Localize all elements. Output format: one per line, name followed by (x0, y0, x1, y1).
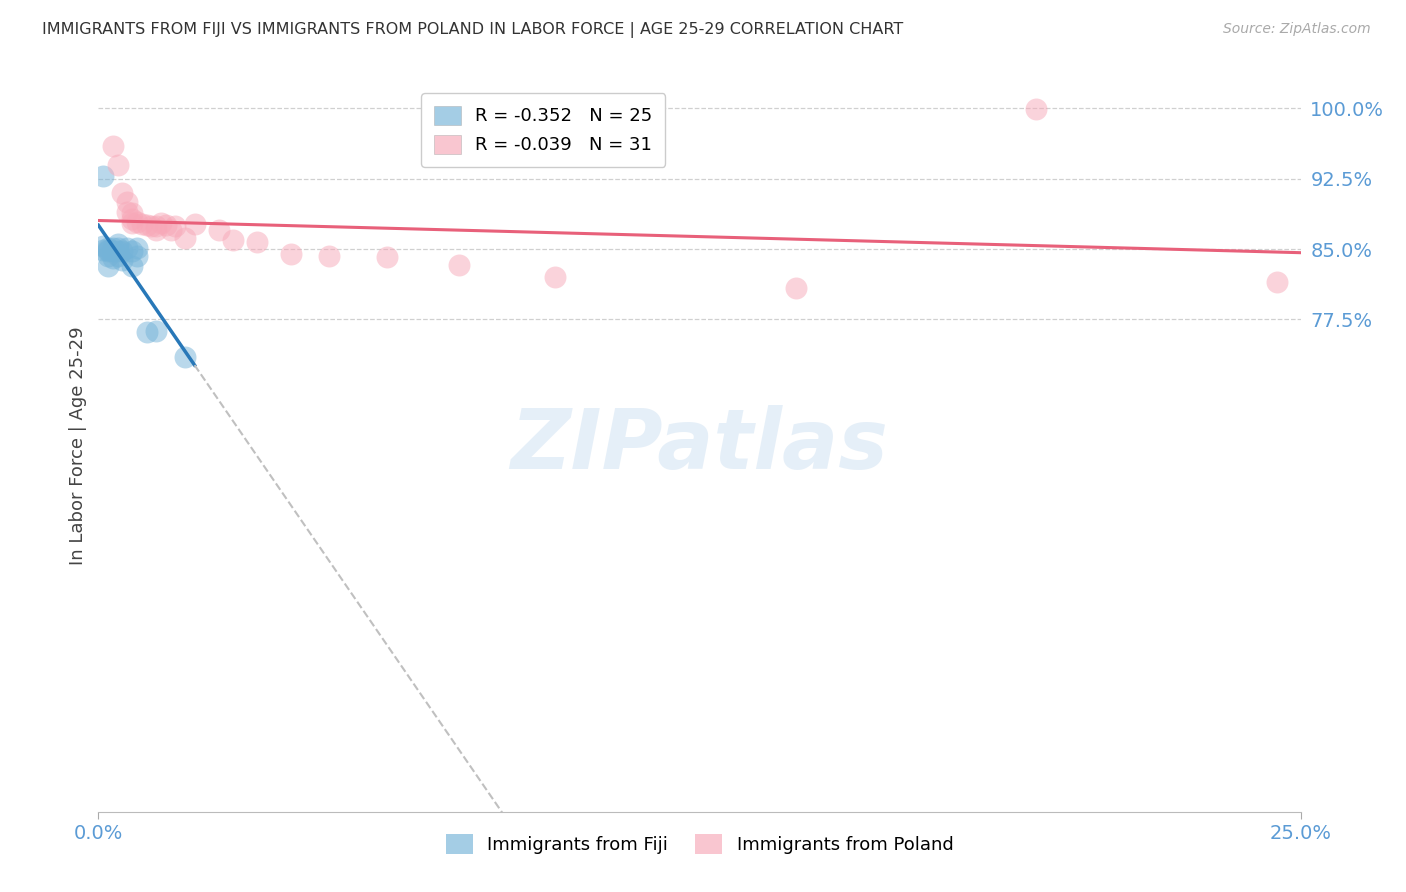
Point (111, 253, 134, 268)
Point (101, 252, 124, 266)
Point (107, 158, 129, 172)
Point (121, 244, 143, 258)
Point (101, 241, 124, 255)
Point (141, 219, 163, 233)
Point (544, 270, 567, 285)
Point (318, 249, 340, 263)
Point (97, 243, 120, 257)
Point (111, 244, 134, 258)
Point (125, 241, 148, 255)
Point (208, 223, 231, 237)
Point (145, 219, 167, 233)
Text: ZIPatlas: ZIPatlas (510, 406, 889, 486)
Point (1025, 103, 1047, 117)
Point (121, 216, 143, 230)
Point (121, 212, 143, 227)
Point (107, 237, 129, 252)
Point (222, 233, 245, 247)
Point (107, 249, 129, 263)
Point (125, 249, 148, 263)
Point (174, 350, 197, 364)
Point (135, 218, 157, 232)
Point (117, 241, 139, 255)
Text: Source: ZipAtlas.com: Source: ZipAtlas.com (1223, 22, 1371, 37)
Point (107, 244, 129, 258)
Point (145, 324, 167, 338)
Point (135, 325, 157, 339)
Point (97, 259, 120, 273)
Point (280, 246, 302, 260)
Point (117, 195, 139, 210)
Point (145, 223, 167, 237)
Point (111, 186, 134, 200)
Point (183, 217, 205, 231)
Legend: Immigrants from Fiji, Immigrants from Poland: Immigrants from Fiji, Immigrants from Po… (439, 827, 960, 861)
Point (91, 169, 114, 183)
Point (1265, 275, 1288, 289)
Point (785, 281, 807, 295)
Point (155, 218, 177, 232)
Point (121, 206, 143, 220)
Point (159, 223, 181, 237)
Point (101, 139, 124, 153)
Text: IMMIGRANTS FROM FIJI VS IMMIGRANTS FROM POLAND IN LABOR FORCE | AGE 25-29 CORREL: IMMIGRANTS FROM FIJI VS IMMIGRANTS FROM … (42, 22, 904, 38)
Point (97, 241, 120, 255)
Point (107, 241, 129, 255)
Point (149, 216, 172, 230)
Point (447, 258, 470, 272)
Point (91, 239, 114, 253)
Y-axis label: In Labor Force | Age 25-29: In Labor Force | Age 25-29 (69, 326, 87, 566)
Point (131, 217, 153, 231)
Point (117, 204, 139, 219)
Point (97, 244, 120, 258)
Point (91, 243, 114, 257)
Point (246, 235, 269, 249)
Point (174, 231, 197, 245)
Point (121, 259, 143, 273)
Point (97, 249, 120, 263)
Point (165, 219, 187, 233)
Point (125, 215, 148, 229)
Point (375, 250, 398, 264)
Point (101, 244, 124, 258)
